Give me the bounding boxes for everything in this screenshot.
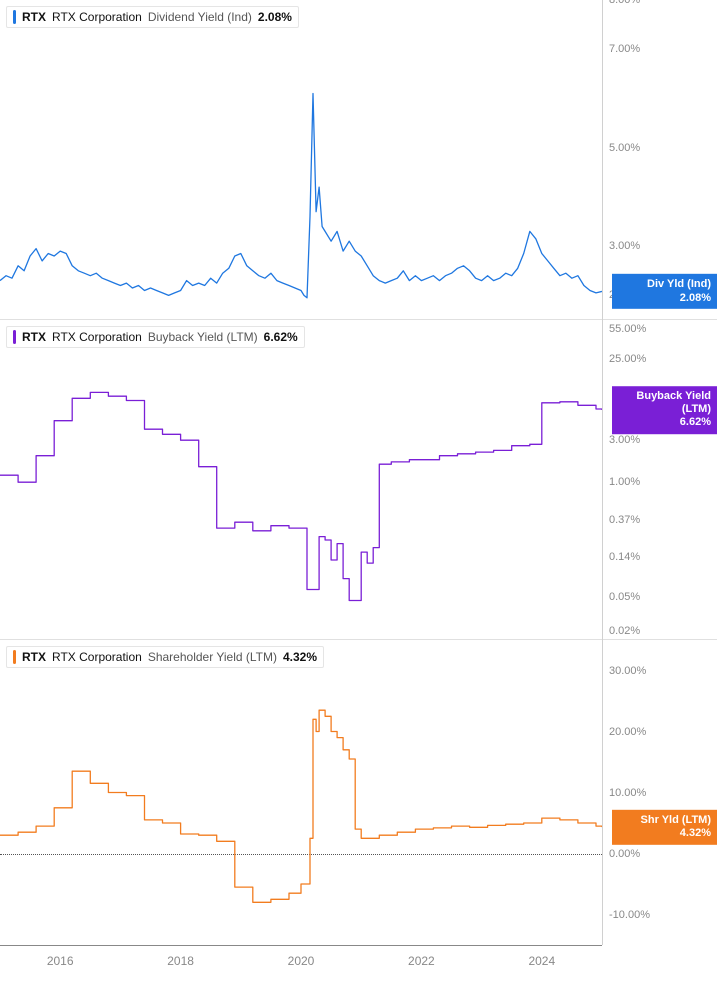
y-axis: 0.02% 0.05% 0.14% 0.37% 1.00% 3.00% 25.00% 55.0…	[602, 320, 717, 640]
badge-value: 4.32%	[618, 827, 711, 840]
legend-value: 4.32%	[283, 650, 317, 664]
legend-marker	[13, 330, 16, 344]
y-tick-label: 30.00%	[609, 665, 646, 677]
badge-label: Buyback Yield (LTM)	[618, 390, 711, 416]
y-tick-label: 1.00%	[609, 476, 640, 488]
badge-label: Shr Yld (LTM)	[618, 814, 711, 827]
chart-panel-buyback-yield[interactable]: RTXRTX CorporationBuyback Yield (LTM)6.6…	[0, 320, 717, 640]
legend-value: 2.08%	[258, 10, 292, 24]
y-tick-label: 20.00%	[609, 726, 646, 738]
y-tick-label: 0.05%	[609, 591, 640, 603]
chart-panel-dividend-yield[interactable]: RTX RTX Corporation Dividend Yield (Ind) 2.…	[0, 0, 717, 320]
y-tick-label: 25.00%	[609, 353, 646, 365]
badge-value: 2.08%	[618, 291, 711, 304]
y-tick-label: 0.02%	[609, 625, 640, 637]
y-tick-label: -10.00%	[609, 909, 650, 921]
y-axis: -10.00% 0.00% 10.00% 20.00% 30.00% Shr Yld (L…	[602, 640, 717, 945]
y-tick-label: 0.00%	[609, 848, 640, 860]
legend-company: RTX Corporation	[52, 10, 142, 24]
chart-panel-shareholder-yield[interactable]: RTX RTX Corporation Shareholder Yield (LTM…	[0, 640, 717, 975]
legend-marker	[13, 10, 16, 24]
y-tick-label: 8.00%	[609, 0, 640, 6]
plot-area[interactable]	[0, 640, 602, 945]
legend-metric: Buyback Yield (LTM)	[148, 330, 258, 344]
x-tick-label: 2016	[47, 954, 74, 968]
legend-ticker: RTX	[22, 10, 46, 24]
value-badge[interactable]: Buyback Yield (LTM)6.62%	[612, 386, 717, 434]
value-badge[interactable]: Shr Yld (LTM)4.32%	[612, 810, 717, 844]
legend-company: RTX Corporation	[52, 650, 142, 664]
legend-ticker: RTX	[22, 650, 46, 664]
x-axis: 2016 2018 2020 2022 2024	[0, 945, 602, 975]
value-badge[interactable]: Div Yld (Ind)2.08%	[612, 274, 717, 308]
y-tick-label: 0.37%	[609, 514, 640, 526]
x-tick-label: 2018	[167, 954, 194, 968]
legend-marker	[13, 650, 16, 664]
legend-metric: Shareholder Yield (LTM)	[148, 650, 277, 664]
y-tick-label: 55.00%	[609, 323, 646, 335]
y-tick-label: 3.00%	[609, 434, 640, 446]
badge-label: Div Yld (Ind)	[618, 278, 711, 291]
plot-area[interactable]	[0, 0, 602, 320]
series-line	[0, 320, 602, 640]
x-tick-label: 2022	[408, 954, 435, 968]
y-tick-label: 3.00%	[609, 240, 640, 252]
legend-metric: Dividend Yield (Ind)	[148, 10, 252, 24]
y-axis: 2.00%3.00%5.00%7.00%8.00%Div Yld (Ind)2.…	[602, 0, 717, 320]
y-tick-label: 5.00%	[609, 142, 640, 154]
y-tick-label: 0.14%	[609, 551, 640, 563]
legend-buyback-yield[interactable]: RTX RTX Corporation Buyback Yield (LTM) 6.6…	[6, 326, 305, 348]
legend-company: RTX Corporation	[52, 330, 142, 344]
y-tick-label: 10.00%	[609, 787, 646, 799]
legend-value: 6.62%	[264, 330, 298, 344]
legend-shareholder-yield[interactable]: RTX RTX Corporation Shareholder Yield (LTM…	[6, 646, 324, 668]
plot-area[interactable]	[0, 320, 602, 640]
legend-ticker: RTX	[22, 330, 46, 344]
x-tick-label: 2020	[288, 954, 315, 968]
series-line	[0, 640, 602, 945]
charts-container: RTX RTX Corporation Dividend Yield (Ind) 2.…	[0, 0, 717, 1005]
series-line	[0, 0, 602, 320]
legend-dividend-yield[interactable]: RTX RTX Corporation Dividend Yield (Ind) 2.…	[6, 6, 299, 28]
y-tick-label: 7.00%	[609, 43, 640, 55]
badge-value: 6.62%	[618, 417, 711, 430]
x-tick-label: 2024	[528, 954, 555, 968]
